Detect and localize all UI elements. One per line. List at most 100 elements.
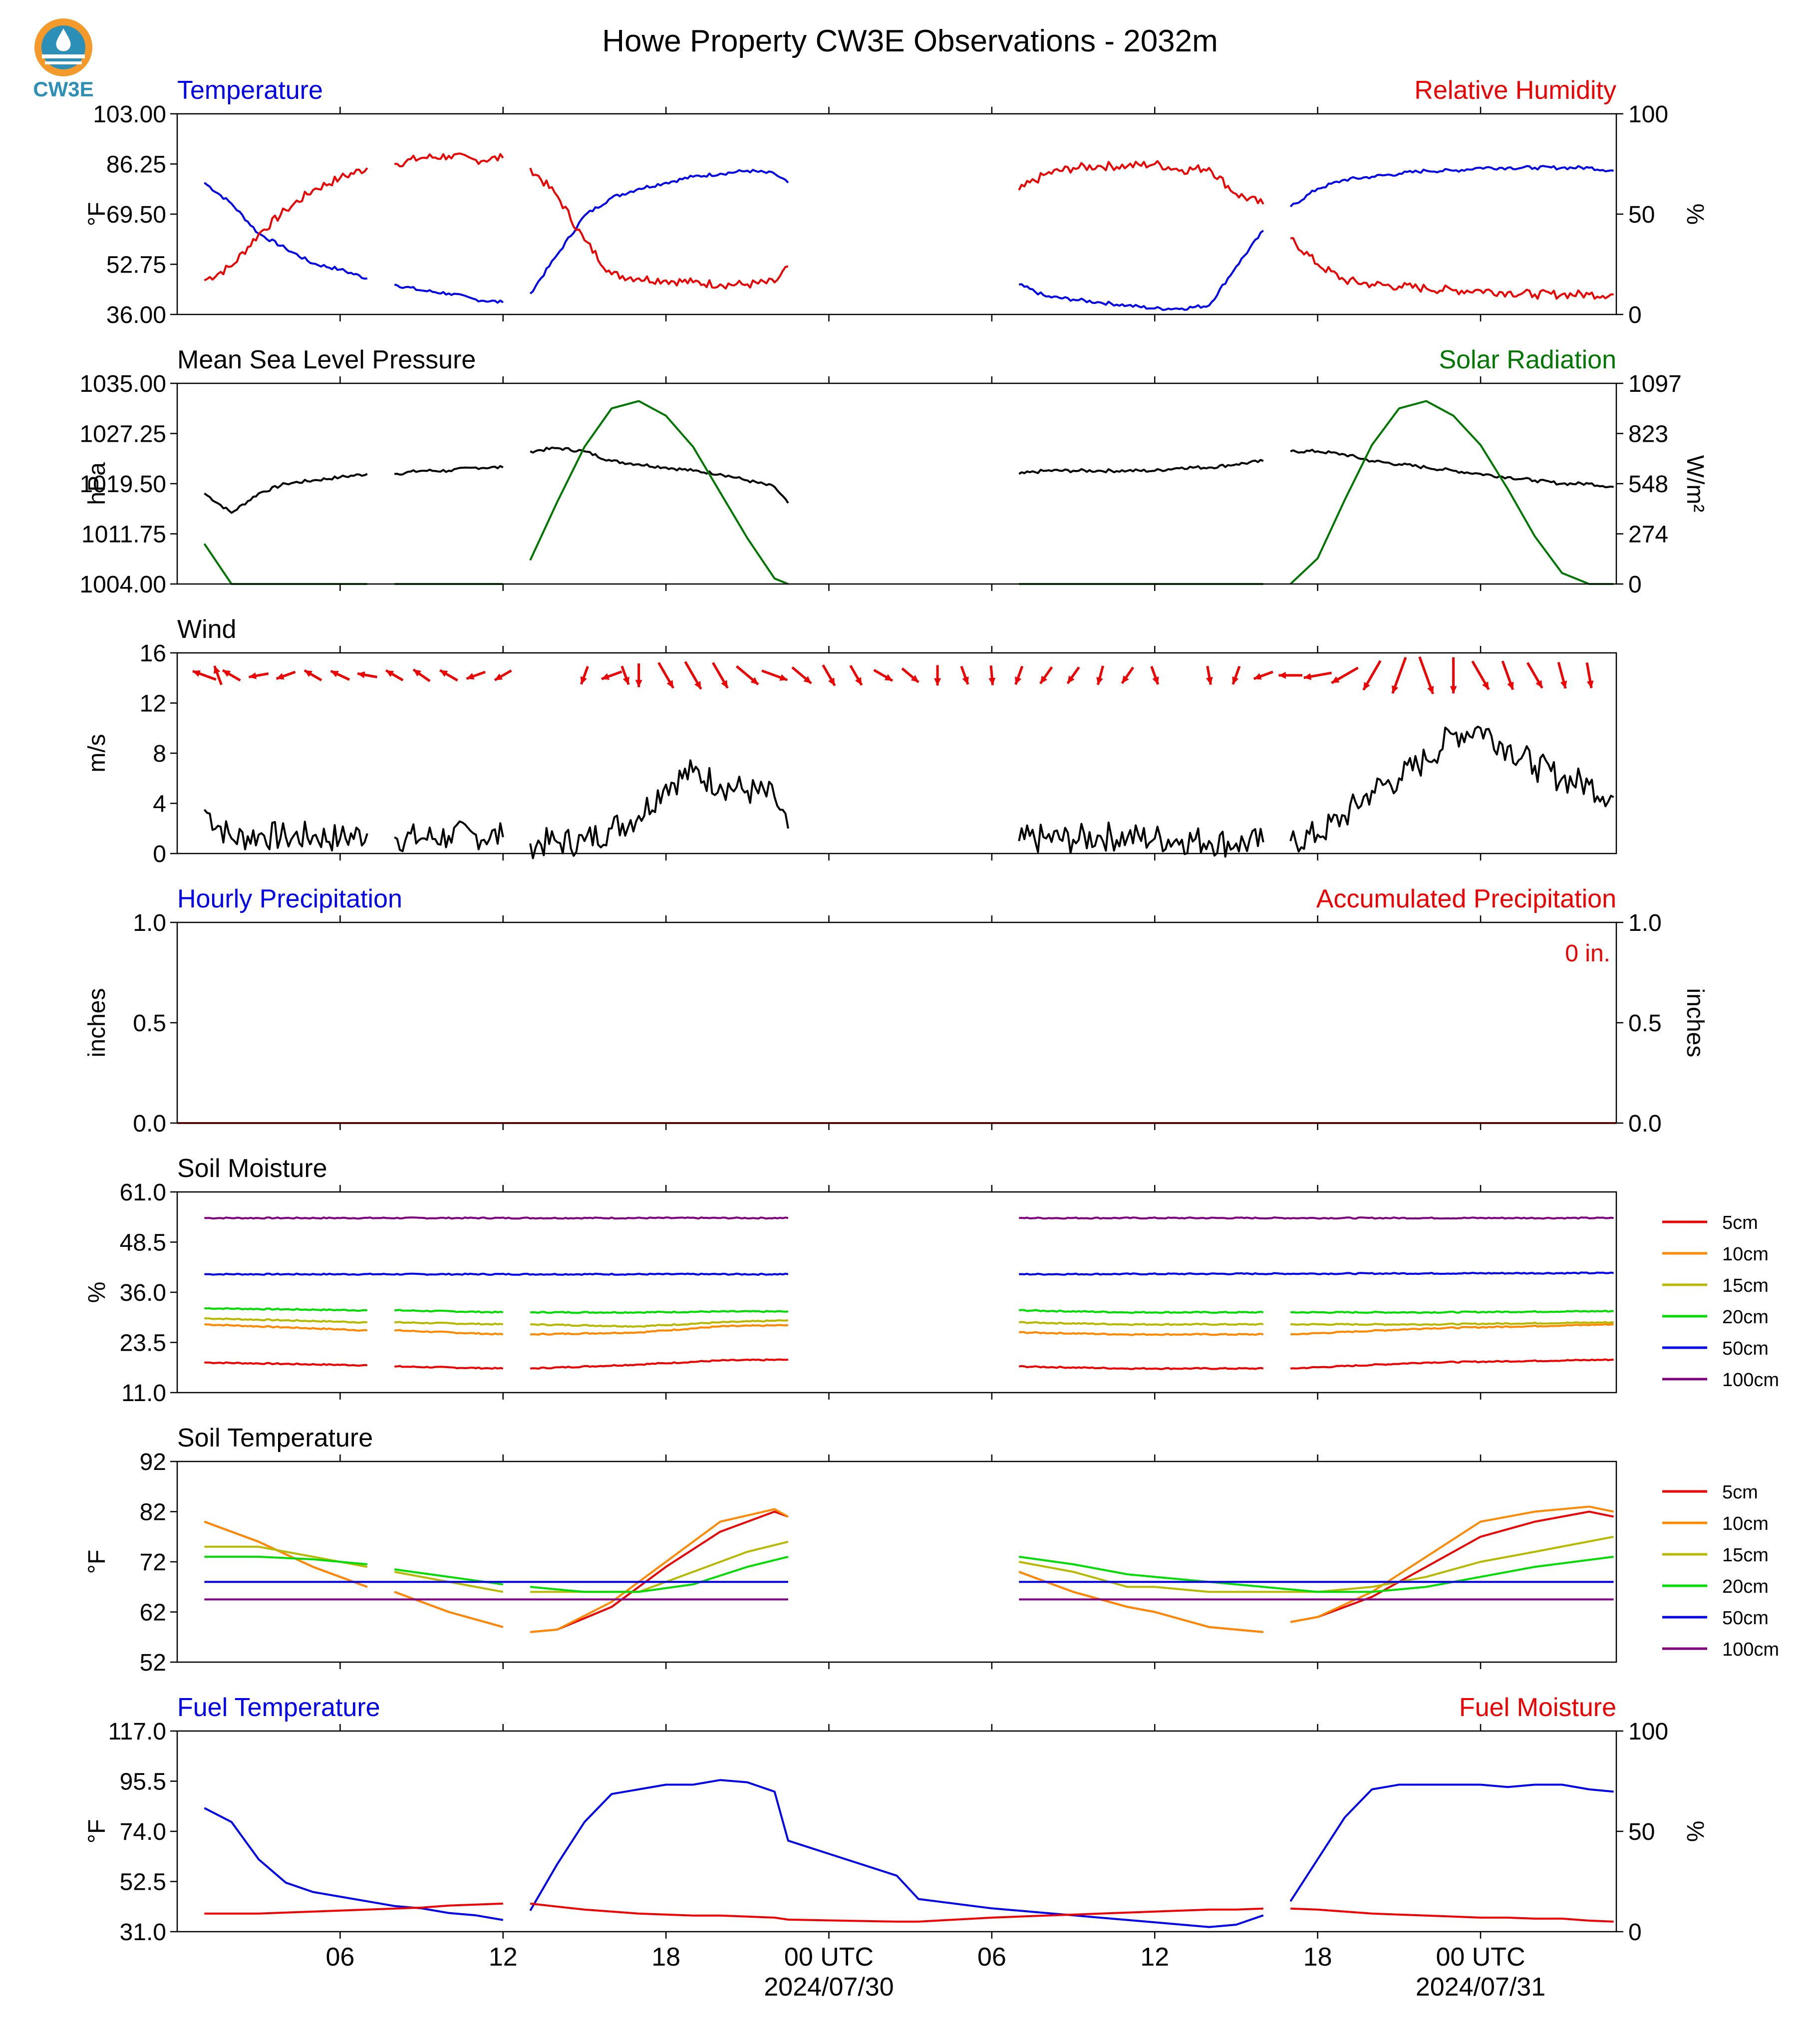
y-tick-label-left: 69.50 <box>106 202 166 228</box>
plot-frame <box>176 382 1617 585</box>
y-tick-label-left: 23.5 <box>120 1330 166 1357</box>
plot-frame <box>176 113 1617 315</box>
panels: 103.0086.2569.5052.7536.00100500Temperat… <box>79 76 1779 1946</box>
wind-arrow-head <box>466 673 475 680</box>
y-tick-label-left: 16 <box>140 640 166 667</box>
wind-arrow <box>213 665 223 685</box>
wind-arrow <box>276 670 296 680</box>
y-tick-label-right: 100 <box>1628 101 1668 128</box>
wind-arrow-head <box>1152 676 1159 685</box>
series-line-fuel-temperature <box>204 1779 1614 1928</box>
wind-arrow-head <box>721 680 728 688</box>
y-tick-label-left: 0 <box>153 841 166 868</box>
y-axis-label-left: °F <box>84 1550 110 1574</box>
legend: 5cm 10cm 15cm 20cm 50cm 100cm <box>1662 1212 1779 1391</box>
legend-label: 100cm <box>1722 1639 1779 1660</box>
series-line-mean-sea-level-pressure <box>204 446 1614 514</box>
wind-arrow <box>580 666 589 685</box>
wind-arrow-head <box>276 673 285 680</box>
y-tick-label-left: 0.0 <box>133 1111 166 1137</box>
wind-arrow-head <box>828 677 835 686</box>
wind-arrow <box>736 665 759 686</box>
wind-arrow <box>412 668 431 682</box>
y-axis-label-left: hPa <box>84 462 110 505</box>
wind-arrow-head <box>635 680 642 687</box>
y-tick-label-right: 50 <box>1628 1819 1655 1845</box>
wind-arrow <box>1501 660 1515 690</box>
y-axis-label-left: m/s <box>84 734 110 772</box>
y-tick-label-left: 12 <box>140 691 166 717</box>
y-tick-label-left: 82 <box>140 1499 166 1526</box>
plot-frame <box>176 921 1617 1124</box>
legend-label: 20cm <box>1722 1576 1769 1597</box>
wind-arrow-head <box>1392 685 1399 694</box>
wind-arrow-head <box>1427 686 1434 694</box>
panel-title-left: Hourly Precipitation <box>177 884 402 913</box>
y-axis-label-right: inches <box>1682 988 1708 1058</box>
logo-wave-2 <box>45 61 82 64</box>
wind-arrow <box>494 669 512 681</box>
wind-arrow <box>222 669 241 682</box>
wind-arrow <box>635 663 642 687</box>
wind-arrow <box>466 670 486 680</box>
wind-arrow-head <box>803 676 812 683</box>
wind-arrow-head <box>1232 676 1239 685</box>
series-line-relative-humidity <box>204 152 1614 300</box>
wind-arrow-head <box>223 670 231 677</box>
wind-arrow <box>1471 660 1490 690</box>
y-tick-label-left: 52.75 <box>106 252 166 279</box>
wind-arrow-head <box>386 670 394 677</box>
wind-arrow <box>1096 665 1105 685</box>
wind-arrow-head <box>1331 676 1340 683</box>
wind-arrow-head <box>910 675 919 682</box>
y-tick-label-right: 0 <box>1628 572 1642 598</box>
legend-label: 15cm <box>1722 1275 1769 1296</box>
legend-label: 50cm <box>1722 1338 1769 1359</box>
wind-arrow <box>934 665 941 686</box>
wind-arrow-head <box>304 670 312 677</box>
legend-label: 20cm <box>1722 1307 1769 1328</box>
y-tick-label-left: 86.25 <box>106 152 166 178</box>
panel-title-left: Soil Moisture <box>177 1154 327 1183</box>
series-line-100cm <box>204 1216 1614 1220</box>
y-tick-label-left: 92 <box>140 1449 166 1475</box>
y-tick-label-right: 1.0 <box>1628 910 1662 936</box>
panel-soil_moisture: 61.0 48.5 36.0 23.5 11.0 Soil Moisture% 5cm 10c… <box>84 1154 1779 1407</box>
wind-arrow-head <box>495 673 503 680</box>
panel-fuel: 117.0 95.5 74.0 52.5 31.0 100 50 0 Fuel Temperat… <box>84 1693 1708 1946</box>
y-tick-label-left: 36.0 <box>120 1280 166 1306</box>
y-tick-label-left: 0.5 <box>133 1010 166 1037</box>
y-tick-label-left: 48.5 <box>120 1230 166 1256</box>
wind-arrow-head <box>1096 677 1103 685</box>
cw3e-logo: CW3E <box>33 18 94 101</box>
wind-arrow <box>1526 662 1543 689</box>
wind-arrow <box>712 662 729 689</box>
panel-title-left: Wind <box>177 615 236 644</box>
wind-arrow-head <box>1303 673 1312 680</box>
series-line-50cm <box>204 1271 1614 1276</box>
wind-arrow <box>1066 666 1080 684</box>
wind-arrow <box>791 666 812 684</box>
y-tick-label-left: 1004.00 <box>79 572 166 598</box>
y-tick-label-right: 0 <box>1628 302 1642 328</box>
y-tick-label-left: 74.0 <box>120 1819 166 1845</box>
drop-icon <box>56 28 71 51</box>
y-tick-label-left: 1011.75 <box>81 522 166 548</box>
y-tick-label-left: 8 <box>153 741 166 767</box>
legend-label: 50cm <box>1722 1608 1769 1629</box>
y-tick-label-left: 36.00 <box>106 302 166 328</box>
wind-arrow-head <box>988 677 996 685</box>
plot-frame <box>176 1730 1617 1933</box>
wind-arrow <box>761 669 788 681</box>
panel-title-left: Fuel Temperature <box>177 1693 380 1722</box>
wind-arrow <box>1391 657 1407 694</box>
series-line-fuel-moisture <box>204 1902 1614 1923</box>
legend-label: 10cm <box>1722 1244 1769 1265</box>
wind-arrow <box>249 672 269 679</box>
y-axis-label-left: °F <box>84 1819 110 1844</box>
wind-arrow-head <box>1040 675 1048 684</box>
panel-title-right: Solar Radiation <box>1439 345 1616 374</box>
wind-arrow-head <box>1067 675 1075 684</box>
wind-arrow <box>1121 666 1135 684</box>
